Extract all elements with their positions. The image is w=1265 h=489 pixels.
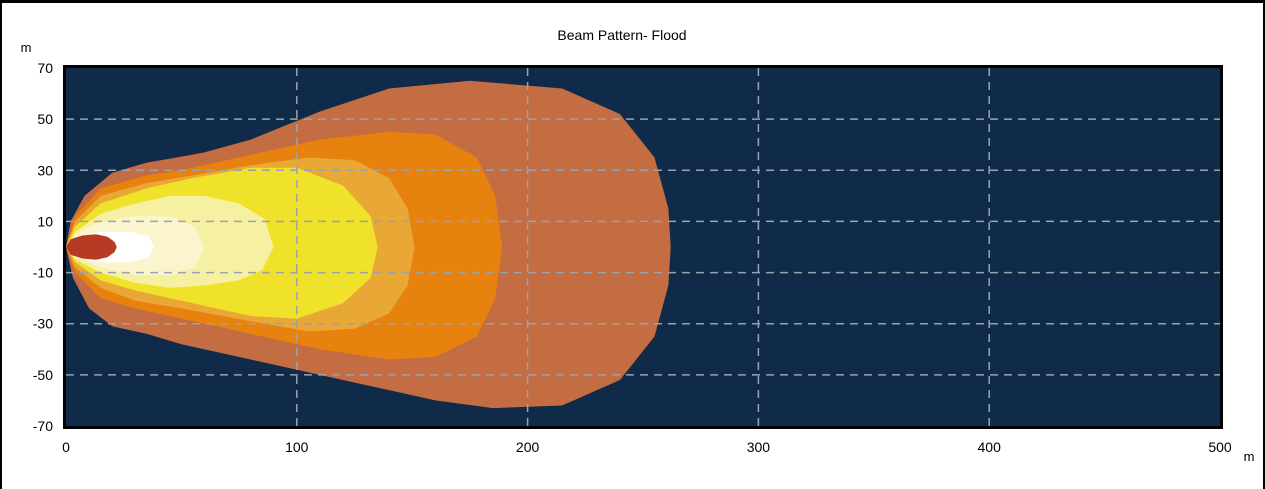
y-axis-unit-label: m [21,40,32,55]
y-tick-label: 30 [37,162,53,178]
y-tick-label: -70 [33,418,53,434]
y-tick-label: -30 [33,316,53,332]
y-tick-label: 50 [37,111,53,127]
chart-title: Beam Pattern- Flood [557,27,686,43]
x-axis-unit-label: m [1244,449,1255,464]
x-tick-label: 200 [516,439,540,455]
beam-contour-8 [66,234,117,260]
y-axis: 70 50 30 10 -10 -30 -50 -70 [33,60,53,434]
x-tick-label: 0 [62,439,70,455]
plot-border [63,65,1223,429]
y-tick-label: -10 [33,265,53,281]
y-tick-label: -50 [33,367,53,383]
x-tick-label: 100 [285,439,309,455]
grid-lines [66,68,1220,426]
x-tick-label: 400 [978,439,1002,455]
y-tick-label: 70 [37,60,53,76]
y-tick-label: 10 [37,213,53,229]
x-tick-label: 500 [1208,439,1232,455]
x-axis: 0 100 200 300 400 500 [62,439,1232,455]
x-tick-label: 300 [747,439,771,455]
beam-contours [66,80,671,409]
